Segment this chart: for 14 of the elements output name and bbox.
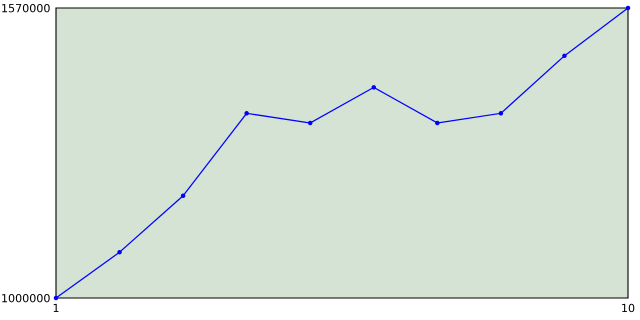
point <box>498 111 504 116</box>
y-tick-label: 1570000 <box>2 4 50 12</box>
x-tick-label: 10 <box>622 304 634 312</box>
point <box>54 296 58 300</box>
point <box>244 111 249 116</box>
point <box>117 250 122 254</box>
y-tick-label: 1000000 <box>2 294 50 302</box>
point <box>626 6 630 10</box>
point <box>308 120 312 126</box>
point <box>562 54 567 58</box>
point <box>435 120 440 126</box>
point <box>180 193 186 198</box>
point <box>372 85 376 90</box>
x-tick-label: 1 <box>54 304 59 312</box>
